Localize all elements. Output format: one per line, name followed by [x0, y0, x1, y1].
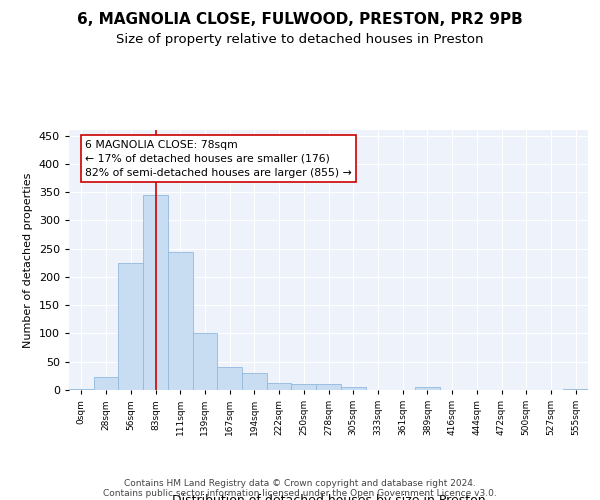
Text: Contains public sector information licensed under the Open Government Licence v3: Contains public sector information licen… — [103, 488, 497, 498]
Bar — [69, 389, 94, 390]
Text: Contains HM Land Registry data © Crown copyright and database right 2024.: Contains HM Land Registry data © Crown c… — [124, 478, 476, 488]
Text: 6 MAGNOLIA CLOSE: 78sqm
← 17% of detached houses are smaller (176)
82% of semi-d: 6 MAGNOLIA CLOSE: 78sqm ← 17% of detache… — [85, 140, 352, 177]
Y-axis label: Number of detached properties: Number of detached properties — [23, 172, 33, 348]
Bar — [94, 377, 118, 390]
Bar — [193, 334, 217, 390]
Bar — [341, 387, 365, 390]
Bar — [316, 384, 341, 390]
X-axis label: Distribution of detached houses by size in Preston: Distribution of detached houses by size … — [172, 494, 485, 500]
Bar — [168, 252, 193, 390]
Bar — [118, 263, 143, 390]
Bar — [143, 195, 168, 390]
Bar — [217, 368, 242, 390]
Bar — [292, 384, 316, 390]
Text: 6, MAGNOLIA CLOSE, FULWOOD, PRESTON, PR2 9PB: 6, MAGNOLIA CLOSE, FULWOOD, PRESTON, PR2… — [77, 12, 523, 28]
Text: Size of property relative to detached houses in Preston: Size of property relative to detached ho… — [116, 32, 484, 46]
Bar — [415, 387, 440, 390]
Bar — [242, 373, 267, 390]
Bar — [267, 382, 292, 390]
Bar — [563, 389, 588, 390]
